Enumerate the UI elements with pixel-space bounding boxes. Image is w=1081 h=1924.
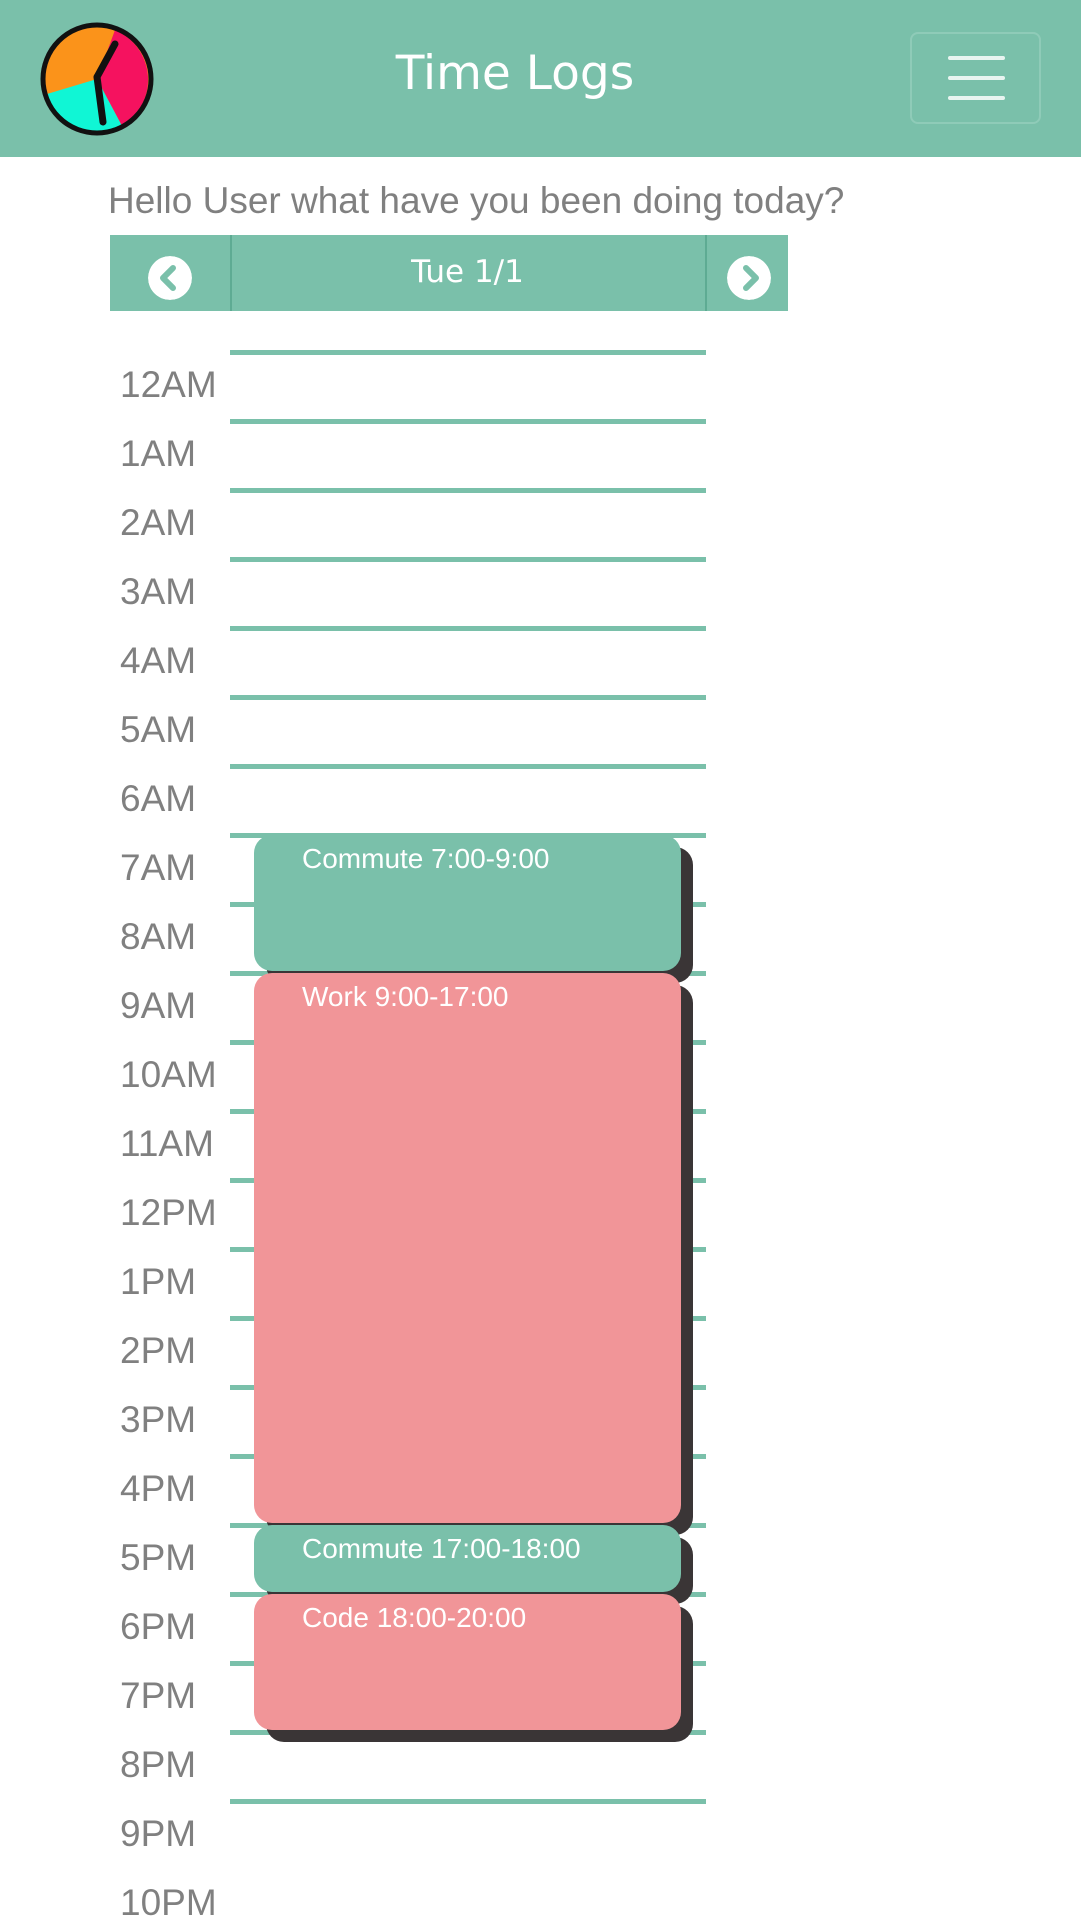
- hour-label: 3PM: [120, 1399, 197, 1440]
- hour-label: 10AM: [120, 1054, 217, 1095]
- hour-line: [230, 350, 706, 355]
- hour-line: [230, 626, 706, 631]
- hour-label: 6AM: [120, 778, 197, 819]
- hour-label: 10PM: [120, 1882, 217, 1923]
- hour-label: 5PM: [120, 1537, 197, 1578]
- current-date: Tue 1/1: [411, 254, 524, 290]
- hour-line: [230, 488, 706, 493]
- menu-button[interactable]: [910, 32, 1041, 124]
- next-day-button[interactable]: [705, 235, 790, 311]
- hour-label: 1AM: [120, 433, 197, 474]
- chevron-right-icon: [727, 256, 771, 300]
- event-block[interactable]: Commute 7:00-9:00: [254, 835, 681, 971]
- hour-label: 8PM: [120, 1744, 197, 1785]
- hour-label: 9AM: [120, 985, 197, 1026]
- hour-label: 5AM: [120, 709, 197, 750]
- hamburger-menu-icon-bar: [948, 96, 1005, 100]
- hour-label: 9PM: [120, 1813, 197, 1854]
- hour-label: 2AM: [120, 502, 197, 543]
- hour-label: 2PM: [120, 1330, 197, 1371]
- hour-line: [230, 557, 706, 562]
- event-block[interactable]: Code 18:00-20:00: [254, 1594, 681, 1730]
- date-navigator: Tue 1/1: [110, 235, 788, 311]
- hour-label: 3AM: [120, 571, 197, 612]
- hour-label: 6PM: [120, 1606, 197, 1647]
- hour-label: 11AM: [120, 1123, 214, 1164]
- hamburger-menu-icon-bar: [948, 76, 1005, 80]
- chevron-left-icon: [148, 256, 192, 300]
- hour-line: [230, 764, 706, 769]
- hour-line: [230, 1730, 706, 1735]
- clock-logo-icon[interactable]: [40, 22, 154, 136]
- hour-label: 7AM: [120, 847, 197, 888]
- hour-line: [230, 419, 706, 424]
- hour-label: 12PM: [120, 1192, 217, 1233]
- event-block[interactable]: Commute 17:00-18:00: [254, 1525, 681, 1592]
- hour-label: 1PM: [120, 1261, 197, 1302]
- navbar: Time Logs: [0, 0, 1081, 157]
- hour-label: 12AM: [120, 364, 217, 405]
- hour-label: 4AM: [120, 640, 197, 681]
- hour-line: [230, 1799, 706, 1804]
- app-title: Time Logs: [395, 46, 635, 101]
- hour-label: 4PM: [120, 1468, 197, 1509]
- hour-label: 8AM: [120, 916, 197, 957]
- event-block[interactable]: Work 9:00-17:00: [254, 973, 681, 1523]
- greeting-text: Hello User what have you been doing toda…: [108, 180, 845, 221]
- previous-day-button[interactable]: [110, 235, 232, 311]
- hour-label: 7PM: [120, 1675, 197, 1716]
- hamburger-menu-icon: [948, 56, 1005, 60]
- hour-line: [230, 695, 706, 700]
